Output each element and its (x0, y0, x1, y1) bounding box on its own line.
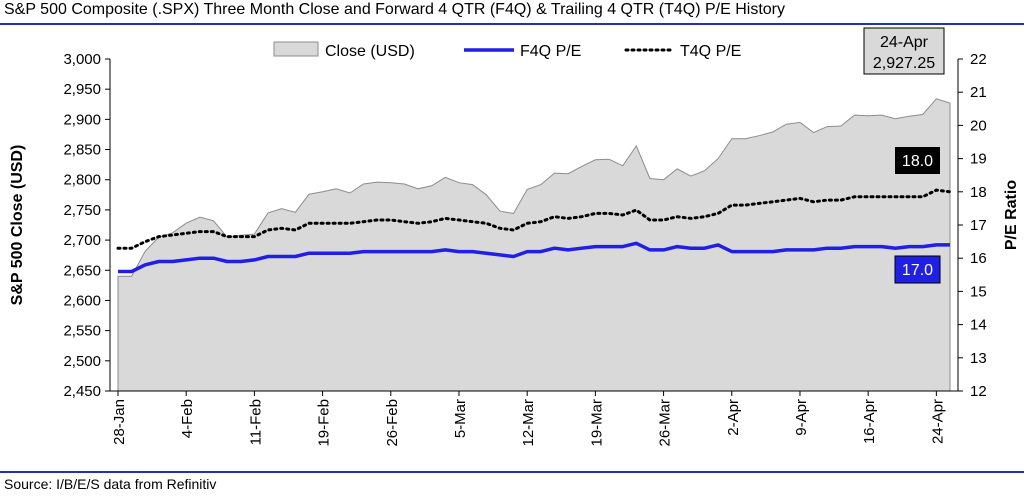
right-tick-label: 12 (970, 383, 987, 400)
source-note: Source: I/B/E/S data from Refinitiv (4, 476, 217, 492)
right-tick-label: 14 (970, 317, 987, 334)
right-tick-label: 18 (970, 184, 987, 201)
right-tick-label: 19 (970, 151, 987, 168)
left-tick-label: 2,850 (63, 142, 101, 159)
x-tick-label: 12-Mar (520, 399, 537, 447)
x-tick-label: 26-Mar (657, 399, 674, 447)
t4q-line (116, 188, 952, 250)
f4q-line (118, 241, 950, 274)
left-tick-label: 3,000 (63, 51, 101, 68)
close-area (117, 98, 951, 392)
x-tick-label: 11-Feb (247, 399, 264, 445)
x-ticks: 28-Jan 4-Feb 11-Feb 19-Feb 26-Feb 5-Mar 12-Mar… (111, 391, 946, 447)
legend-close-swatch (273, 41, 319, 57)
left-tick-label: 2,700 (63, 232, 101, 249)
close-callout-date: 24-Apr (880, 34, 929, 51)
plot-area (110, 59, 958, 392)
t4q-callout-box (895, 147, 940, 174)
f4q-callout: 17.0 (894, 255, 941, 284)
legend: Close (USD) F4Q P/E T4Q P/E (273, 41, 741, 60)
f4q-callout-value: 17.0 (902, 262, 933, 279)
legend-close-label: Close (USD) (325, 43, 415, 60)
left-tick-label: 2,950 (63, 81, 101, 98)
x-tick-label: 19-Feb (316, 399, 333, 447)
right-axis-title: P/E Ratio (1003, 180, 1020, 250)
x-tick-label: 24-Apr (929, 399, 946, 444)
left-tick-label: 2,900 (63, 111, 101, 128)
left-tick-label: 2,600 (63, 292, 101, 309)
t4q-callout-value: 18.0 (902, 153, 933, 170)
x-tick-label: 9-Apr (793, 399, 810, 436)
axes: 2,450 2,500 2,550 2,600 2,650 2,700 2,750 2,800… (63, 51, 986, 447)
left-tick-label: 2,500 (63, 353, 101, 370)
left-ticks: 2,450 2,500 2,550 2,600 2,650 2,700 2,750 2,800… (63, 51, 110, 400)
right-tick-label: 20 (970, 117, 987, 134)
x-tick-label: 28-Jan (111, 399, 128, 445)
right-tick-label: 15 (970, 283, 987, 300)
legend-f4q-label: F4Q P/E (520, 43, 581, 60)
x-tick-label: 5-Mar (452, 399, 469, 438)
t4q-callout: 18.0 (895, 147, 940, 174)
chart: 2,450 2,500 2,550 2,600 2,650 2,700 2,750 2,800… (9, 27, 1020, 447)
right-tick-label: 16 (970, 250, 987, 267)
close-callout-box (863, 27, 945, 75)
x-tick-label: 2-Apr (725, 399, 742, 436)
top-divider (0, 23, 1024, 25)
f4q-callout-box (894, 255, 941, 284)
right-tick-label: 13 (970, 350, 987, 367)
left-tick-label: 2,450 (63, 383, 101, 400)
close-callout-value: 2,927.25 (873, 55, 935, 72)
left-tick-label: 2,800 (63, 172, 101, 189)
legend-t4q-label: T4Q P/E (680, 43, 741, 60)
right-tick-label: 22 (970, 51, 987, 68)
right-tick-label: 21 (970, 84, 987, 101)
right-ticks: 12 13 14 15 16 17 18 19 20 21 22 (958, 51, 987, 400)
bottom-divider (0, 471, 1024, 473)
x-tick-label: 19-Mar (588, 399, 605, 447)
x-tick-label: 4-Feb (179, 399, 196, 438)
x-tick-label: 16-Apr (861, 399, 878, 444)
left-tick-label: 2,750 (63, 202, 101, 219)
right-tick-label: 17 (970, 217, 987, 234)
chart-title: S&P 500 Composite (.SPX) Three Month Clo… (4, 1, 785, 18)
left-tick-label: 2,550 (63, 323, 101, 340)
x-tick-label: 26-Feb (384, 399, 401, 447)
left-axis-title: S&P 500 Close (USD) (9, 145, 26, 306)
close-callout: 24-Apr 2,927.25 (863, 27, 945, 75)
left-tick-label: 2,650 (63, 262, 101, 279)
